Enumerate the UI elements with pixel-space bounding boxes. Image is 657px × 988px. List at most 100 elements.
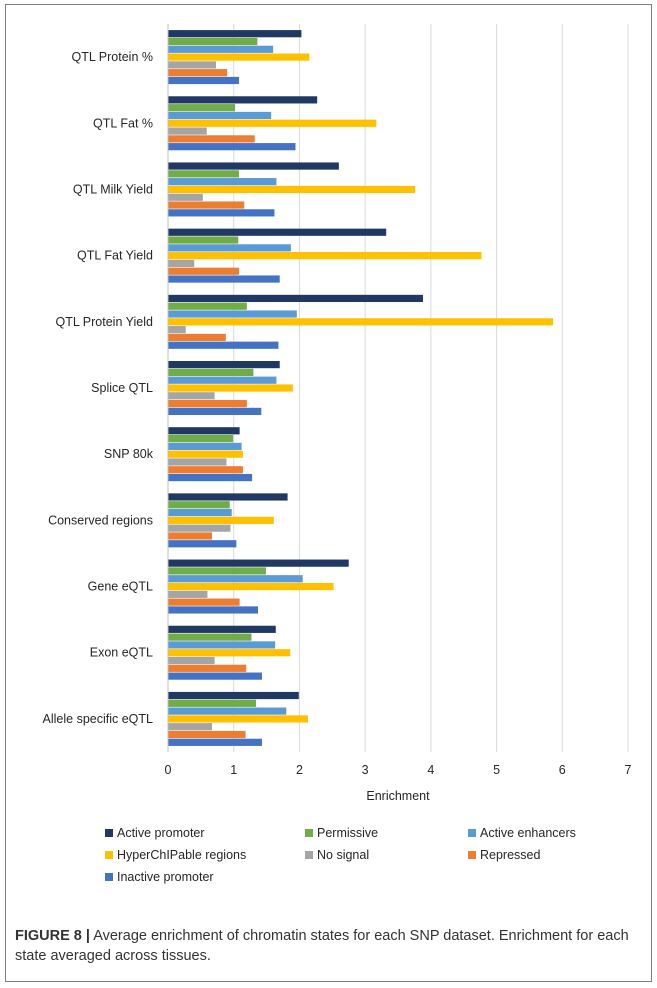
bar — [168, 407, 262, 415]
bar — [168, 540, 237, 548]
bar — [168, 466, 243, 474]
bar — [168, 326, 186, 334]
legend-item: Repressed — [468, 848, 540, 862]
bar — [168, 69, 228, 77]
bar — [168, 656, 215, 665]
category-label: Exon eQTL — [90, 646, 153, 660]
category-label: Allele specific eQTL — [43, 712, 154, 726]
bar — [168, 516, 274, 524]
bar — [168, 559, 349, 567]
bar — [168, 135, 255, 143]
bar — [168, 244, 291, 252]
bar — [168, 45, 274, 53]
category-label: QTL Fat % — [93, 116, 153, 130]
bar — [168, 96, 318, 104]
category-label: QTL Fat Yield — [77, 249, 153, 263]
bar — [168, 633, 252, 641]
bar — [168, 162, 339, 170]
bar — [168, 473, 253, 482]
legend-label: Active enhancers — [480, 826, 576, 840]
bar — [168, 341, 279, 349]
bar — [168, 178, 277, 186]
bar — [168, 259, 195, 268]
legend-item: HyperChIPable regions — [105, 848, 246, 862]
bar — [168, 567, 266, 575]
bar — [168, 37, 258, 46]
bar — [168, 532, 213, 540]
bar — [168, 318, 554, 326]
category-label: QTL Milk Yield — [73, 182, 153, 196]
x-tick-label: 2 — [296, 763, 303, 777]
bar — [168, 302, 247, 310]
legend-swatch — [105, 829, 113, 837]
legend-label: HyperChIPable regions — [117, 848, 247, 862]
bar — [168, 649, 291, 657]
x-tick-label: 1 — [230, 763, 237, 777]
bar — [168, 400, 247, 408]
bar — [168, 143, 296, 151]
legend-item: Permissive — [305, 826, 378, 840]
x-axis-title: Enrichment — [366, 789, 430, 803]
bar — [168, 61, 216, 69]
bar — [168, 170, 239, 178]
bar — [168, 450, 243, 458]
bar — [168, 236, 239, 244]
bar — [168, 201, 245, 209]
bar — [168, 376, 277, 384]
bar — [168, 606, 259, 614]
bar — [168, 501, 230, 509]
legend-label: Repressed — [480, 848, 541, 862]
x-tick-label: 5 — [493, 763, 500, 777]
bar — [168, 294, 423, 303]
bar — [168, 524, 231, 532]
bar — [168, 384, 293, 392]
bar — [168, 427, 240, 435]
category-label: Splice QTL — [91, 381, 153, 395]
category-label: Gene eQTL — [88, 580, 153, 594]
bar — [168, 209, 275, 217]
legend-label: Permissive — [317, 826, 379, 840]
bar — [168, 76, 239, 85]
bar — [168, 493, 288, 501]
figure-label: FIGURE 8 | — [15, 928, 90, 944]
caption-text: Average enrichment of chromatin states f… — [15, 928, 629, 964]
legend-swatch — [105, 873, 113, 881]
x-tick-label: 7 — [625, 763, 632, 777]
bar — [168, 275, 280, 283]
x-tick-labels: 0 1 2 3 4 5 6 7 — [165, 763, 632, 777]
category-labels: QTL Protein % QTL Fat % QTL Milk Yield QTL … — [43, 50, 154, 726]
legend-item: Inactive promoter — [105, 870, 214, 884]
bar — [168, 111, 272, 120]
legend-swatch — [305, 829, 313, 837]
legend-item: Active enhancers — [468, 826, 576, 840]
bar — [168, 707, 287, 715]
bar — [168, 310, 297, 318]
bar — [168, 590, 208, 598]
bar — [168, 252, 482, 260]
bar — [168, 625, 276, 633]
bar — [168, 715, 308, 723]
bar — [168, 672, 262, 680]
bar — [168, 575, 303, 583]
figure-frame — [5, 4, 652, 982]
x-tick-label: 6 — [559, 763, 566, 777]
bar — [168, 738, 262, 746]
bar — [168, 458, 227, 466]
bar — [168, 228, 387, 236]
bar — [168, 53, 310, 61]
legend-label: Inactive promoter — [117, 870, 214, 884]
bar — [168, 434, 234, 443]
bar — [168, 30, 302, 38]
x-tick-label: 3 — [362, 763, 369, 777]
bar — [168, 119, 377, 127]
bars — [168, 30, 554, 746]
bar — [168, 442, 242, 450]
x-tick-label: 0 — [165, 763, 172, 777]
category-label: SNP 80k — [104, 447, 154, 461]
legend-label: No signal — [317, 848, 370, 862]
legend-swatch — [105, 851, 113, 859]
bar — [168, 333, 226, 342]
bar — [168, 267, 239, 275]
bar — [168, 361, 280, 369]
